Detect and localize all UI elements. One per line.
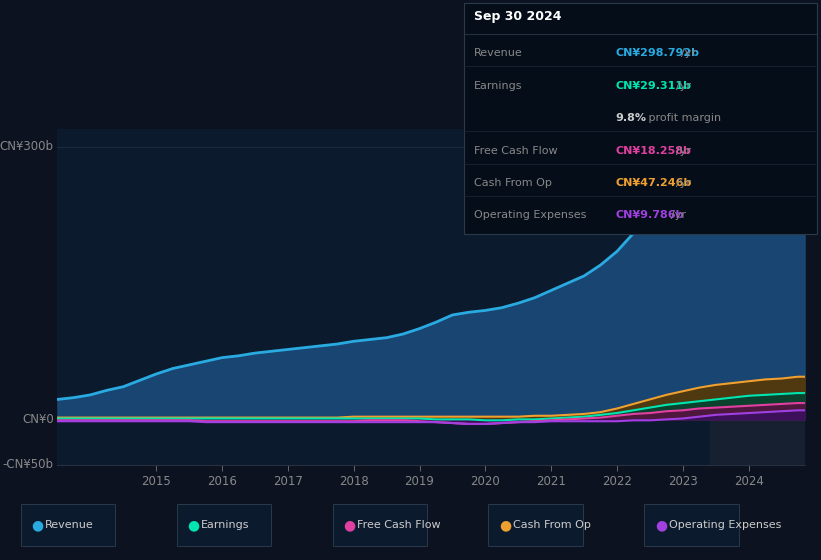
Text: profit margin: profit margin: [644, 113, 721, 123]
Text: Cash From Op: Cash From Op: [513, 520, 591, 530]
Text: CN¥300b: CN¥300b: [0, 141, 53, 153]
Text: Sep 30 2024: Sep 30 2024: [474, 10, 562, 24]
Text: CN¥18.258b: CN¥18.258b: [616, 146, 691, 156]
Text: ●: ●: [343, 518, 355, 532]
Text: Free Cash Flow: Free Cash Flow: [474, 146, 557, 156]
Text: 9.8%: 9.8%: [616, 113, 647, 123]
Text: CN¥298.792b: CN¥298.792b: [616, 48, 699, 58]
Text: CN¥9.786b: CN¥9.786b: [616, 211, 684, 221]
Text: /yr: /yr: [671, 211, 686, 221]
Text: /yr: /yr: [676, 146, 690, 156]
Text: Free Cash Flow: Free Cash Flow: [357, 520, 441, 530]
Text: CN¥0: CN¥0: [22, 413, 53, 426]
Text: ●: ●: [499, 518, 511, 532]
Text: Earnings: Earnings: [474, 81, 522, 91]
Text: Operating Expenses: Operating Expenses: [669, 520, 782, 530]
Text: ●: ●: [31, 518, 44, 532]
Text: /yr: /yr: [676, 178, 690, 188]
Text: Revenue: Revenue: [474, 48, 522, 58]
Text: Earnings: Earnings: [201, 520, 250, 530]
Text: ●: ●: [187, 518, 200, 532]
Text: Revenue: Revenue: [45, 520, 94, 530]
Text: /yr: /yr: [676, 81, 690, 91]
Text: CN¥47.246b: CN¥47.246b: [616, 178, 692, 188]
Bar: [710, 129, 805, 465]
Text: -CN¥50b: -CN¥50b: [2, 458, 53, 472]
Text: ●: ●: [655, 518, 667, 532]
Text: Operating Expenses: Operating Expenses: [474, 211, 586, 221]
Text: Cash From Op: Cash From Op: [474, 178, 552, 188]
Text: /yr: /yr: [681, 48, 696, 58]
Text: CN¥29.311b: CN¥29.311b: [616, 81, 692, 91]
